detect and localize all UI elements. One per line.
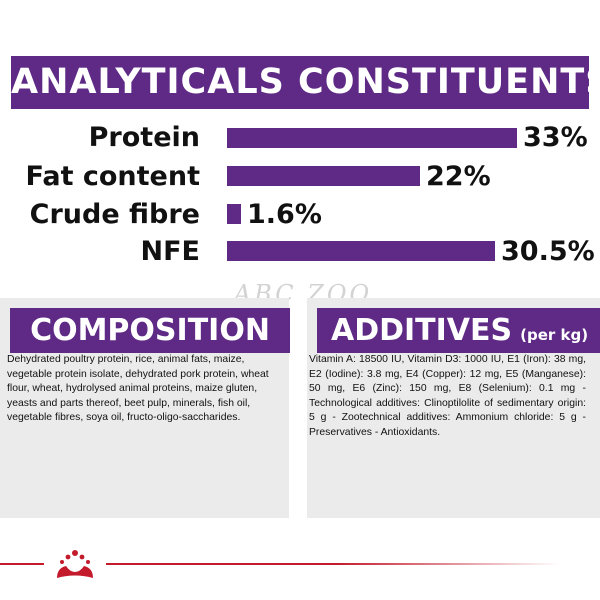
- analyticals-title: ANALYTICALS CONSTITUENTS: [11, 56, 600, 109]
- protein-bar: [227, 128, 517, 148]
- protein-value: 33%: [523, 122, 588, 153]
- nfe-value: 30.5%: [501, 236, 595, 267]
- additives-header: ADDITIVES (per kg): [317, 308, 600, 353]
- crude-fibre-bar: [227, 204, 241, 224]
- footer-divider: [0, 563, 560, 565]
- additives-title: ADDITIVES: [331, 313, 513, 348]
- nfe-label: NFE: [140, 236, 200, 267]
- additives-panel: ADDITIVES (per kg) Vitamin A: 18500 IU, V…: [307, 298, 600, 518]
- composition-text: Dehydrated poultry protein, rice, animal…: [7, 354, 269, 424]
- royal-canin-crown-logo-icon: [44, 548, 106, 582]
- composition-panel: COMPOSITION Dehydrated poultry protein, …: [0, 298, 290, 518]
- additives-text: Vitamin A: 18500 IU, Vitamin D3: 1000 IU…: [309, 354, 586, 438]
- nfe-bar: [227, 241, 495, 261]
- fat-content-label: Fat content: [25, 161, 200, 192]
- composition-title: COMPOSITION: [10, 308, 290, 353]
- fat-content-bar: [227, 166, 420, 186]
- additives-subtitle: (per kg): [520, 326, 589, 344]
- crude-fibre-label: Crude fibre: [29, 199, 200, 230]
- crown-logo-svg: [57, 550, 93, 578]
- crude-fibre-value: 1.6%: [247, 199, 322, 230]
- fat-content-value: 22%: [426, 161, 491, 192]
- protein-label: Protein: [88, 122, 200, 153]
